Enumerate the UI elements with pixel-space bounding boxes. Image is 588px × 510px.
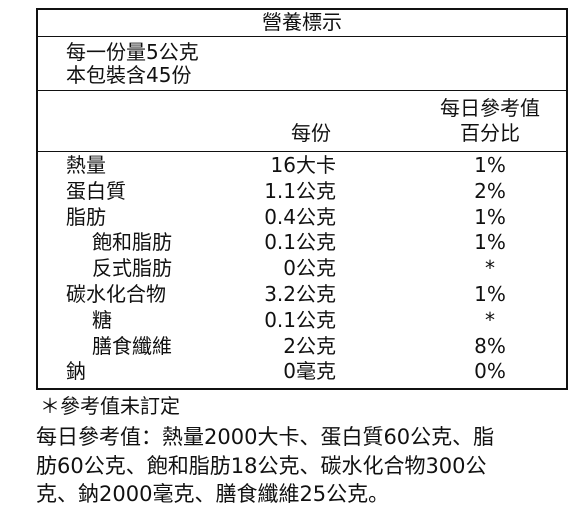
nutrient-name: 蛋白質: [66, 178, 126, 203]
nutrient-amount: 16大卡: [270, 153, 336, 177]
divider: [36, 151, 568, 152]
label-border: [36, 8, 568, 390]
nutrient-name: 飽和脂肪: [92, 230, 172, 255]
nutrient-percent: 0%: [474, 359, 506, 384]
label-title: 營養標示: [262, 10, 342, 34]
serving-size: 每一份量5公克: [66, 40, 199, 64]
nutrient-amount: 1.1公克: [264, 178, 336, 203]
nutrient-percent: 1%: [474, 282, 506, 306]
nutrient-percent: *: [485, 256, 495, 281]
reference-line: 克、鈉2000毫克、膳食纖維25公克。: [36, 482, 390, 506]
nutrient-amount: 0毫克: [283, 359, 336, 384]
reference-line: 每日參考值：熱量2000大卡、蛋白質60公克、脂: [36, 425, 495, 449]
nutrient-amount: 0.1公克: [264, 307, 336, 332]
nutrient-amount: 0.4公克: [264, 204, 336, 229]
daily-header: 每日參考值: [440, 96, 540, 120]
daily-header: 百分比: [460, 121, 520, 145]
nutrient-percent: 2%: [474, 178, 506, 203]
divider: [36, 90, 568, 91]
nutrient-name: 反式脂肪: [92, 256, 172, 281]
servings-per-pack: 本包裝含45份: [66, 63, 192, 87]
nutrient-amount: 0.1公克: [264, 230, 336, 255]
nutrient-amount: 2公克: [283, 333, 336, 358]
nutrient-name: 膳食纖維: [92, 333, 172, 358]
nutrient-percent: *: [485, 307, 495, 332]
nutrient-amount: 3.2公克: [264, 282, 336, 306]
nutrient-name: 鈉: [66, 359, 86, 384]
divider: [36, 36, 568, 37]
reference-line: 肪60公克、飽和脂肪18公克、碳水化合物300公: [36, 454, 487, 478]
nutrient-percent: 1%: [474, 204, 506, 229]
nutrient-amount: 0公克: [283, 256, 336, 281]
nutrient-name: 碳水化合物: [66, 282, 166, 306]
nutrient-percent: 8%: [474, 333, 506, 358]
footnote: ＊參考值未訂定: [40, 394, 180, 418]
nutrient-name: 脂肪: [66, 204, 106, 229]
nutrient-percent: 1%: [474, 230, 506, 255]
nutrient-percent: 1%: [474, 153, 506, 177]
per-serving-header: 每份: [291, 121, 331, 145]
nutrient-name: 熱量: [66, 153, 106, 177]
nutrient-name: 糖: [92, 307, 112, 332]
